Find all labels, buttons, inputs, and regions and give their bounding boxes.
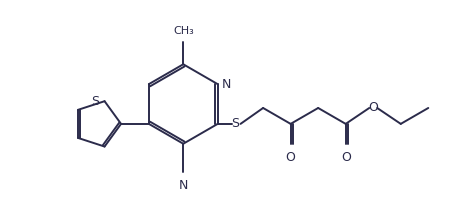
Text: CH₃: CH₃ — [173, 26, 194, 37]
Text: O: O — [341, 151, 351, 164]
Text: S: S — [232, 117, 239, 130]
Text: O: O — [286, 151, 296, 164]
Text: N: N — [222, 78, 231, 91]
Text: O: O — [368, 101, 378, 115]
Text: N: N — [179, 179, 188, 192]
Text: S: S — [92, 95, 99, 108]
